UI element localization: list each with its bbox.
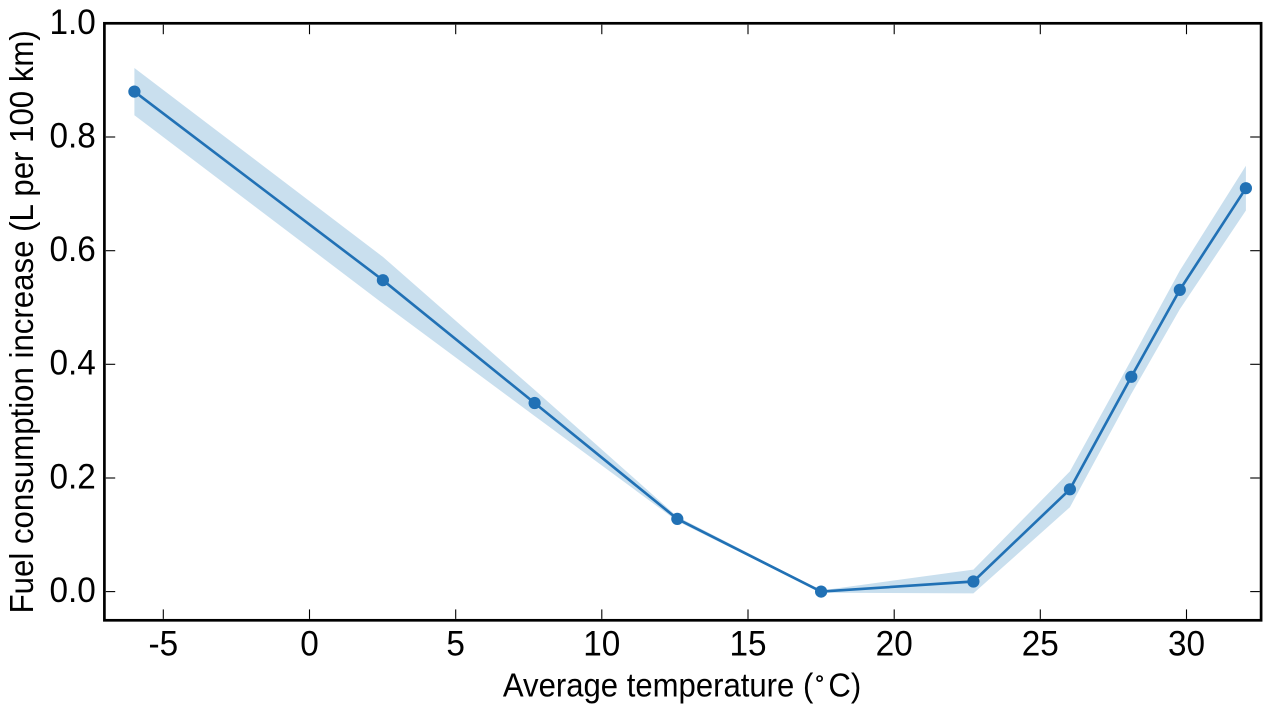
svg-text:Average temperature (: Average temperature ( — [503, 666, 814, 703]
svg-text:25: 25 — [1022, 625, 1059, 664]
svg-text:0.6: 0.6 — [49, 230, 95, 269]
svg-text:0: 0 — [300, 625, 319, 664]
svg-text:0.4: 0.4 — [49, 344, 95, 383]
svg-text:30: 30 — [1168, 625, 1205, 664]
svg-text:0.8: 0.8 — [49, 117, 95, 156]
svg-text:20: 20 — [876, 625, 913, 664]
svg-text:0.0: 0.0 — [49, 571, 95, 610]
svg-text:1.0: 1.0 — [49, 3, 95, 42]
svg-text:5: 5 — [446, 625, 465, 664]
svg-text:0.2: 0.2 — [49, 458, 95, 497]
svg-text:10: 10 — [583, 625, 620, 664]
svg-text:-5: -5 — [148, 625, 178, 664]
svg-text:Fuel consumption increase (L p: Fuel consumption increase (L per 100 km) — [3, 30, 40, 613]
svg-text:15: 15 — [729, 625, 766, 664]
svg-text:C): C) — [828, 666, 861, 703]
